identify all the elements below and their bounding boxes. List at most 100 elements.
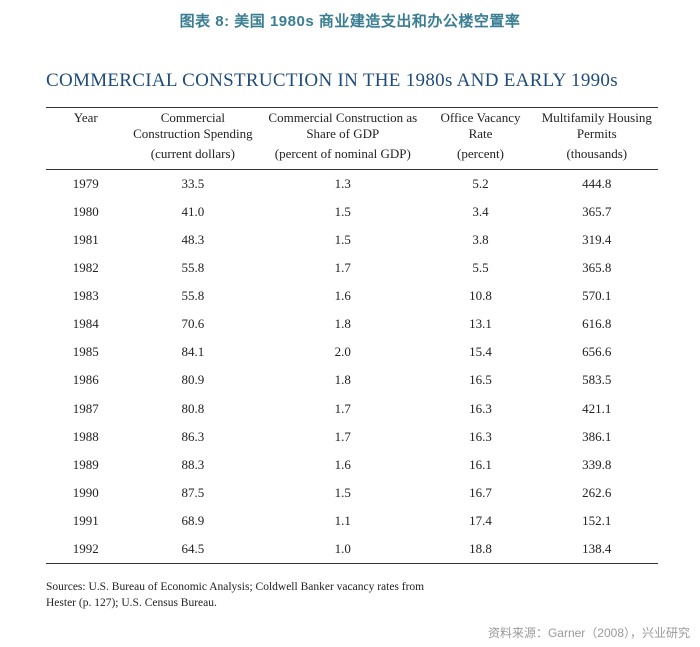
cell-mhp: 152.1: [536, 507, 658, 535]
cell-gdp: 1.5: [260, 479, 425, 507]
cell-mhp: 421.1: [536, 395, 658, 423]
table-row: 198886.31.716.3386.1: [46, 423, 658, 451]
cell-vac: 16.3: [425, 423, 535, 451]
cell-gdp: 1.7: [260, 254, 425, 282]
cell-vac: 3.8: [425, 226, 535, 254]
cell-sp: 41.0: [126, 198, 261, 226]
table-title: COMMERCIAL CONSTRUCTION IN THE 1980s AND…: [46, 69, 658, 93]
cell-sp: 33.5: [126, 169, 261, 198]
cell-vac: 15.4: [425, 338, 535, 366]
cell-sp: 55.8: [126, 282, 261, 310]
table-subheader-row: (current dollars) (percent of nominal GD…: [46, 144, 658, 169]
col-permits-sub: (thousands): [536, 144, 658, 169]
cell-mhp: 365.8: [536, 254, 658, 282]
table-row: 198355.81.610.8570.1: [46, 282, 658, 310]
cell-year: 1986: [46, 366, 126, 394]
cell-sp: 64.5: [126, 535, 261, 564]
cell-year: 1991: [46, 507, 126, 535]
cell-year: 1987: [46, 395, 126, 423]
table-header-row: Year Commercial Construction Spending Co…: [46, 107, 658, 144]
cell-year: 1989: [46, 451, 126, 479]
table-row: 199264.51.018.8138.4: [46, 535, 658, 564]
cell-gdp: 1.0: [260, 535, 425, 564]
cell-vac: 16.1: [425, 451, 535, 479]
col-gdp-share-sub: (percent of nominal GDP): [260, 144, 425, 169]
cell-vac: 16.5: [425, 366, 535, 394]
table-row: 198148.31.53.8319.4: [46, 226, 658, 254]
cell-sp: 48.3: [126, 226, 261, 254]
table-row: 198584.12.015.4656.6: [46, 338, 658, 366]
cell-mhp: 656.6: [536, 338, 658, 366]
col-spending-sub: (current dollars): [126, 144, 261, 169]
col-vacancy: Office Vacancy Rate: [425, 107, 535, 144]
cell-gdp: 2.0: [260, 338, 425, 366]
cell-sp: 87.5: [126, 479, 261, 507]
cell-year: 1983: [46, 282, 126, 310]
footer-credit: 资料来源：Garner（2008），兴业研究: [488, 624, 690, 641]
cell-mhp: 319.4: [536, 226, 658, 254]
col-year-sub: [46, 144, 126, 169]
cell-vac: 5.2: [425, 169, 535, 198]
cell-year: 1985: [46, 338, 126, 366]
cell-gdp: 1.6: [260, 451, 425, 479]
sources-line-1: Sources: U.S. Bureau of Economic Analysi…: [46, 581, 424, 593]
table-body: 197933.51.35.2444.8198041.01.53.4365.719…: [46, 169, 658, 564]
table-row: 199168.91.117.4152.1: [46, 507, 658, 535]
cell-vac: 13.1: [425, 310, 535, 338]
cell-gdp: 1.6: [260, 282, 425, 310]
cell-year: 1981: [46, 226, 126, 254]
cell-sp: 86.3: [126, 423, 261, 451]
col-year: Year: [46, 107, 126, 144]
cell-vac: 16.7: [425, 479, 535, 507]
cell-gdp: 1.7: [260, 395, 425, 423]
cell-mhp: 386.1: [536, 423, 658, 451]
cell-year: 1984: [46, 310, 126, 338]
table-row: 198680.91.816.5583.5: [46, 366, 658, 394]
cell-gdp: 1.7: [260, 423, 425, 451]
cell-year: 1988: [46, 423, 126, 451]
cell-year: 1979: [46, 169, 126, 198]
cell-gdp: 1.8: [260, 366, 425, 394]
cell-sp: 68.9: [126, 507, 261, 535]
table-row: 197933.51.35.2444.8: [46, 169, 658, 198]
cell-year: 1990: [46, 479, 126, 507]
cell-mhp: 444.8: [536, 169, 658, 198]
cell-sp: 80.9: [126, 366, 261, 394]
cell-gdp: 1.3: [260, 169, 425, 198]
cell-mhp: 583.5: [536, 366, 658, 394]
col-vacancy-sub: (percent): [425, 144, 535, 169]
table-row: 198470.61.813.1616.8: [46, 310, 658, 338]
cell-year: 1980: [46, 198, 126, 226]
cell-vac: 18.8: [425, 535, 535, 564]
cell-vac: 16.3: [425, 395, 535, 423]
table-row: 198780.81.716.3421.1: [46, 395, 658, 423]
table-row: 198041.01.53.4365.7: [46, 198, 658, 226]
sources-line-2: Hester (p. 127); U.S. Census Bureau.: [46, 597, 217, 609]
cell-mhp: 365.7: [536, 198, 658, 226]
cell-vac: 10.8: [425, 282, 535, 310]
cell-gdp: 1.8: [260, 310, 425, 338]
col-spending: Commercial Construction Spending: [126, 107, 261, 144]
cell-gdp: 1.1: [260, 507, 425, 535]
table-row: 198988.31.616.1339.8: [46, 451, 658, 479]
cell-gdp: 1.5: [260, 226, 425, 254]
cell-mhp: 570.1: [536, 282, 658, 310]
table-row: 198255.81.75.5365.8: [46, 254, 658, 282]
cell-year: 1982: [46, 254, 126, 282]
cell-vac: 17.4: [425, 507, 535, 535]
cell-mhp: 616.8: [536, 310, 658, 338]
cell-vac: 5.5: [425, 254, 535, 282]
sources-note: Sources: U.S. Bureau of Economic Analysi…: [46, 580, 658, 611]
col-gdp-share: Commercial Construction as Share of GDP: [260, 107, 425, 144]
cell-sp: 84.1: [126, 338, 261, 366]
cell-mhp: 262.6: [536, 479, 658, 507]
cell-sp: 70.6: [126, 310, 261, 338]
cell-year: 1992: [46, 535, 126, 564]
cell-vac: 3.4: [425, 198, 535, 226]
cell-sp: 55.8: [126, 254, 261, 282]
data-table: Year Commercial Construction Spending Co…: [46, 107, 658, 565]
cell-mhp: 339.8: [536, 451, 658, 479]
cell-mhp: 138.4: [536, 535, 658, 564]
table-row: 199087.51.516.7262.6: [46, 479, 658, 507]
figure-caption: 图表 8: 美国 1980s 商业建造支出和办公楼空置率: [0, 0, 700, 31]
